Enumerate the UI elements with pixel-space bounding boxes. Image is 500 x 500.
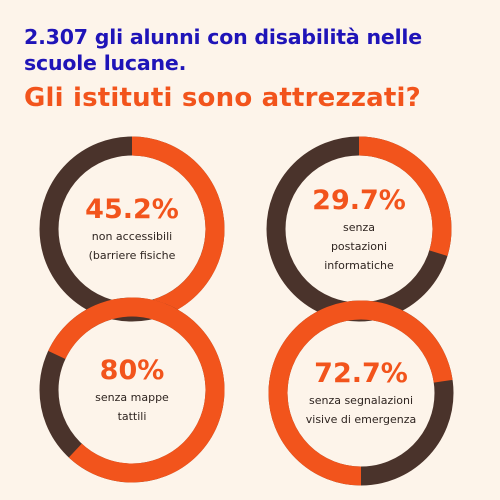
page-subtitle: Gli istituti sono attrezzati? (24, 83, 421, 113)
donut-label-line: postazioni (330, 239, 388, 253)
donut-percent: 80% (99, 355, 165, 386)
donut-label-line: senza segnalazioni (308, 394, 414, 407)
donut-label-line: tattili (117, 410, 147, 423)
donut-svg-3 (39, 297, 225, 483)
donut-chart-3: 80% senza mappe tattili (37, 295, 227, 485)
donut-chart-4: 72.7% senza segnalazioni visive di emerg… (266, 298, 456, 488)
page-title: 2.307 gli alunni con disabilità nelle sc… (24, 25, 422, 75)
donut-svg-4 (268, 300, 454, 486)
donut-value-arc (268, 300, 454, 486)
donut-label-line: visive di emergenza (305, 413, 417, 426)
donut-percent: 72.7% (314, 358, 408, 389)
donut-chart-2: 29.7% senza postazioni informatiche (264, 134, 454, 324)
donut-label-line: informatiche (324, 258, 394, 272)
donut-label-line: (barriere fisiche (88, 249, 176, 262)
donut-value-arc (39, 136, 225, 322)
donut-percent: 45.2% (85, 194, 179, 225)
donut-value-arc (266, 136, 452, 322)
donut-label-line: senza mappe (95, 391, 169, 404)
donut-percent: 29.7% (312, 184, 406, 216)
donut-label-line: senza (343, 220, 375, 234)
donut-label-line: non accessibili (91, 230, 173, 243)
